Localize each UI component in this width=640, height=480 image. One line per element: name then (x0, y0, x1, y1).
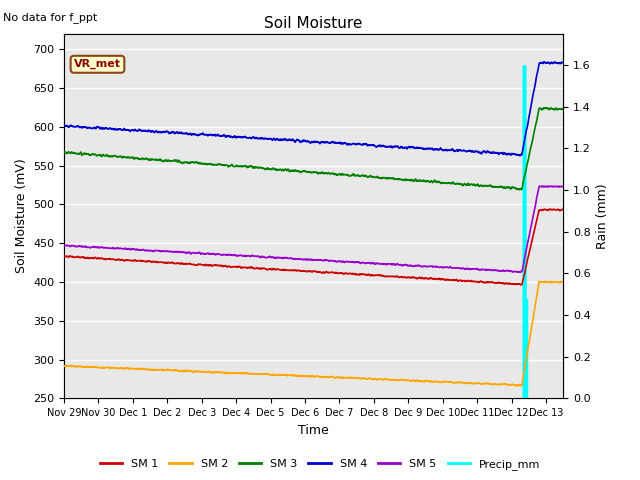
Y-axis label: Rain (mm): Rain (mm) (596, 183, 609, 249)
Title: Soil Moisture: Soil Moisture (264, 16, 363, 31)
Legend: SM 1, SM 2, SM 3, SM 4, SM 5, Precip_mm: SM 1, SM 2, SM 3, SM 4, SM 5, Precip_mm (95, 455, 545, 474)
X-axis label: Time: Time (298, 424, 329, 437)
Text: No data for f_ppt: No data for f_ppt (3, 12, 97, 23)
Y-axis label: Soil Moisture (mV): Soil Moisture (mV) (15, 158, 28, 274)
Text: VR_met: VR_met (74, 59, 121, 70)
